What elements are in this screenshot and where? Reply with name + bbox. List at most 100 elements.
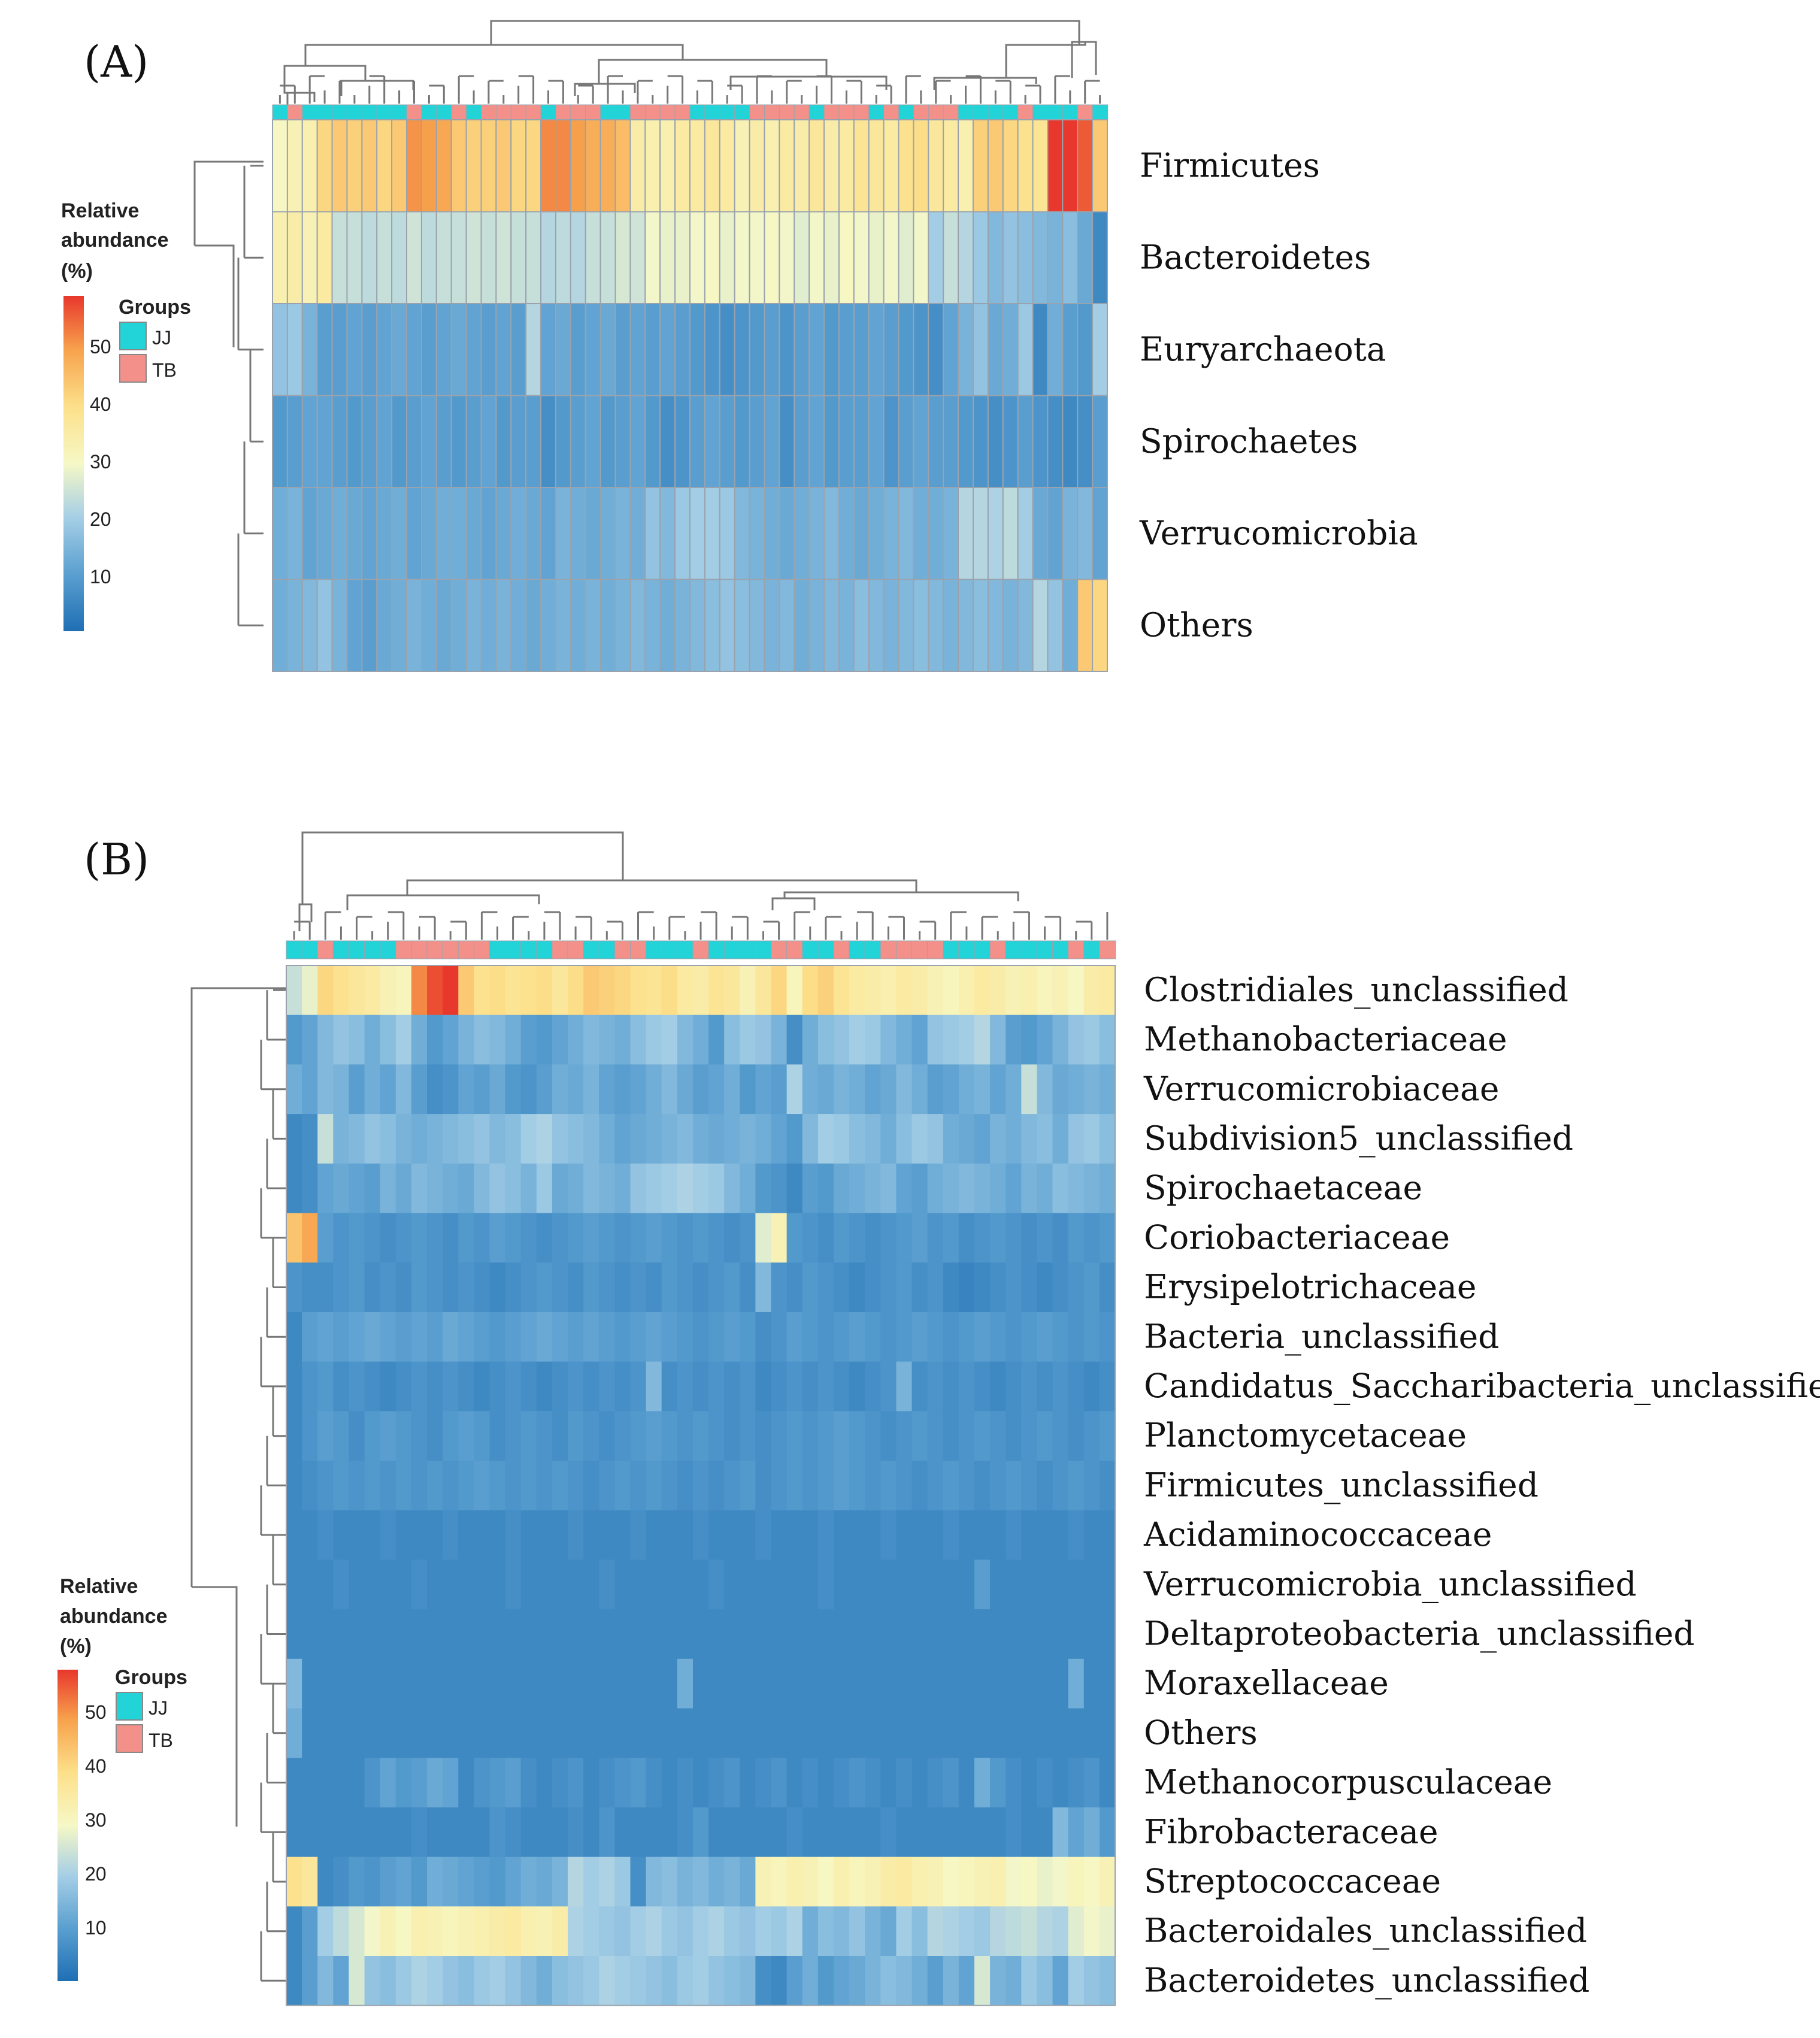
panel-b-heat-cell [724,1658,741,1709]
panel-b-heat-cell [1099,1807,1116,1858]
panel-b-heat-cell [646,1609,662,1660]
panel-b-heat-cell [1037,1906,1053,1957]
panel-a-heat-cell [1062,579,1079,672]
panel-a-heat-cell [853,303,870,396]
panel-b-heat-cell [552,1114,568,1164]
panel-b-group-cell [317,940,334,959]
panel-b-heat-cell [364,1708,381,1758]
panel-b-heat-cell [583,1064,600,1115]
panel-a-heat-cell [644,395,661,488]
panel-b-legend: Relative abundance (%) 50 40 30 20 10 Gr… [57,1575,187,1981]
panel-a-group-cell [674,104,691,122]
panel-b-heat-cell [583,965,600,1016]
panel-a-heat-cell [1017,487,1034,580]
panel-b-heat-cell [427,1559,443,1610]
panel-b-heat-cell [443,1262,459,1313]
panel-b-heat-cell [1021,1361,1038,1412]
panel-b-heat-cell [474,1758,490,1808]
panel-b-row-label: Coriobacteriaceae [1144,1218,1450,1256]
panel-b-heat-cell [474,1559,490,1610]
panel-b-heat-cell [958,1758,975,1808]
panel-b-heat-cell [646,1708,662,1758]
panel-a-heat-cell [376,579,393,672]
panel-a-heat-cell [1002,211,1019,304]
panel-b-heat-cell [443,1213,459,1263]
panel-a-heat-cell [972,211,989,304]
panel-b-row-label: Spirochaetaceae [1144,1168,1422,1207]
panel-a-heat-cell [629,211,646,304]
panel-b-heat-cell [1068,1361,1085,1412]
panel-b-heat-cell [395,1510,412,1561]
panel-b-heat-cell [489,1807,506,1858]
panel-b-heat-cell [708,1114,725,1164]
panel-a-heat-cell [510,211,527,304]
panel-b-heat-cell [740,1213,756,1263]
panel-a-heat-cell [555,303,571,396]
panel-b-heat-cell [646,1361,662,1412]
panel-a-colorbar [63,296,84,631]
panel-b-heat-cell [990,1609,1006,1660]
panel-b-heat-cell [380,1609,396,1660]
panel-a-legend: Relative abundance (%) 50 40 30 20 10 Gr… [61,199,191,631]
panel-a-heat-cell [913,119,929,213]
panel-b-heat-cell [865,1956,882,2006]
panel-b-group-jj-label: JJ [149,1697,168,1719]
panel-b-heat-cell [849,965,865,1016]
panel-b-group-cell [1068,940,1085,959]
panel-a-heat-cell [719,395,735,488]
panel-b-heat-cell [536,1015,553,1065]
panel-b-heat-cell [786,1411,803,1461]
panel-b-heat-cell [1083,1857,1100,1907]
panel-b-heat-cell [1037,1956,1053,2006]
panel-b-heat-cell [474,1262,490,1313]
panel-b-heat-cell [1037,1064,1053,1115]
panel-a-heat-cell [495,579,512,672]
panel-b-heat-cell [677,1213,694,1263]
panel-a-heat-cell [286,119,303,213]
panel-a-heat-cell [689,395,705,488]
panel-b-heat-cell [520,1857,537,1907]
panel-b-heat-cell [349,1510,365,1561]
panel-a-heat-cell [704,579,720,672]
panel-b-heat-cell [583,1857,600,1907]
panel-b-heat-cell [990,1312,1006,1362]
panel-b-heat-cell [395,1361,412,1412]
panel-b-heat-cell [1052,1262,1069,1313]
panel-a-group-cell [749,104,765,122]
panel-b-heat-cell [833,1609,850,1660]
panel-b-heat-cell [552,1461,568,1511]
panel-b-heat-cell [614,1758,631,1808]
panel-b-heat-cell [474,1312,490,1362]
panel-a-heat-cell [853,211,870,304]
panel-a-group-cell [555,104,571,122]
panel-a-heat-cell [570,303,586,396]
panel-a-heat-cell [883,487,900,580]
panel-b-heat-cell [646,965,662,1016]
panel-b-heat-cell [661,1312,678,1362]
panel-a-group-cell [1047,104,1064,122]
panel-b-colorbar [57,1670,78,1981]
panel-b-group-cell [958,940,976,959]
panel-b-heat-cell [661,1510,678,1561]
panel-b-heat-cell [661,1064,678,1115]
panel-b-heat-cell [568,1609,584,1660]
panel-a-heat-cell [808,579,825,672]
panel-a-heat-cell [450,211,467,304]
panel-b-heat-cell [755,1956,772,2006]
panel-b-heat-cell [974,1411,991,1461]
panel-a-heat-cell [406,487,422,580]
panel-b-heat-cell [1021,1857,1038,1907]
panel-b-heat-cell [552,965,568,1016]
panel-a-group-cell [1092,104,1109,122]
panel-b-heat-cell [317,1758,334,1808]
panel-b-heat-cell [708,1510,725,1561]
panel-b-heat-cell [692,1262,709,1313]
panel-b-heat-cell [974,1807,991,1858]
panel-a-heat-cell [465,579,482,672]
panel-b-heat-cell [927,1708,944,1758]
panel-b-group-cell [380,940,396,959]
panel-b-heat-cell [771,1015,788,1065]
panel-b-heat-cell [802,1956,819,2006]
panel-a-heat-cell [361,395,378,488]
panel-a-heat-cell [495,395,512,488]
